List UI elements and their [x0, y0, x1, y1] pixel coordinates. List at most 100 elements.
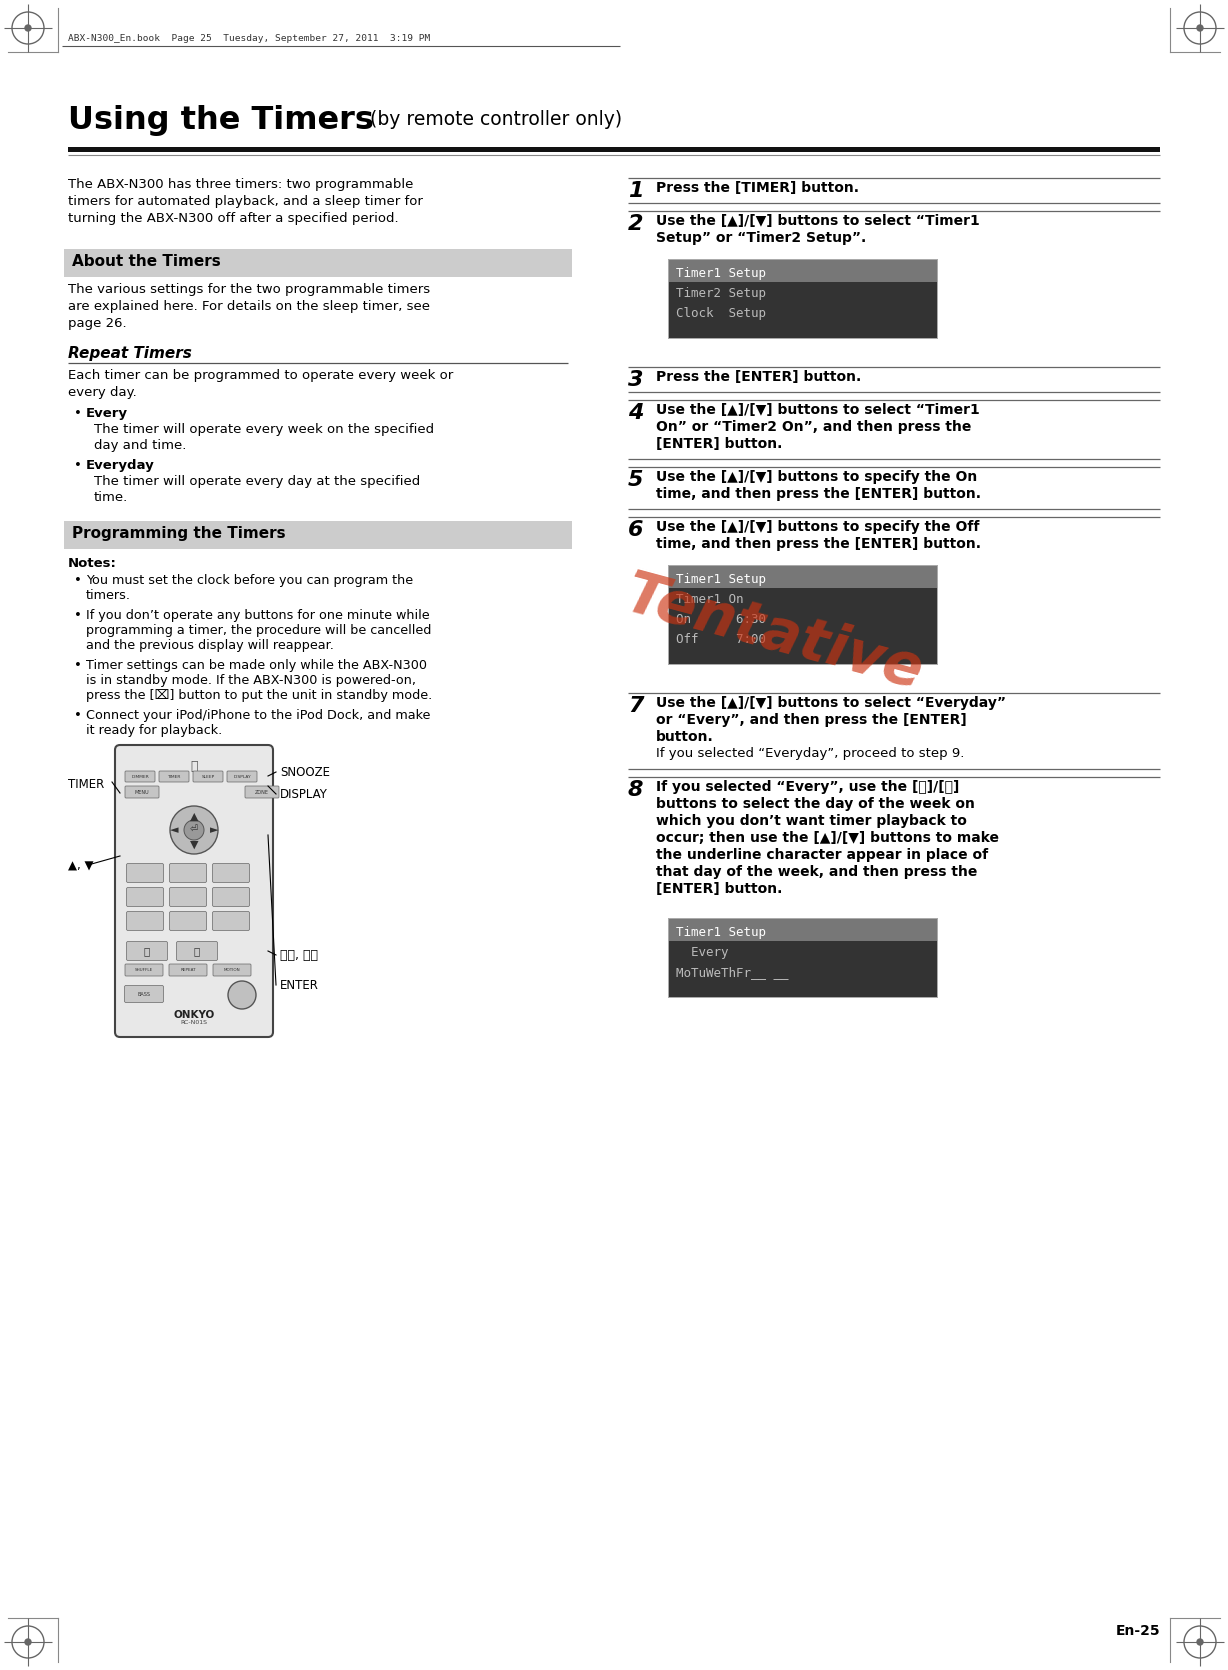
FancyBboxPatch shape	[212, 912, 249, 930]
Bar	[668, 919, 938, 999]
Text: ▼: ▼	[190, 840, 198, 850]
Text: Timer2 Setup: Timer2 Setup	[675, 287, 766, 301]
Text: RC-N01S: RC-N01S	[181, 1020, 208, 1025]
Text: Timer1 Setup: Timer1 Setup	[675, 573, 766, 586]
Text: About the Timers: About the Timers	[72, 254, 221, 269]
Bar	[669, 919, 937, 997]
Text: Press the [TIMER] button.: Press the [TIMER] button.	[656, 180, 860, 195]
Bar	[669, 261, 937, 282]
Text: ONKYO: ONKYO	[173, 1010, 215, 1020]
Text: day and time.: day and time.	[95, 439, 187, 453]
Text: Use the [▲]/[▼] buttons to select “Timer1: Use the [▲]/[▼] buttons to select “Timer…	[656, 214, 980, 229]
FancyBboxPatch shape	[212, 964, 251, 975]
FancyBboxPatch shape	[169, 863, 206, 882]
Text: 4: 4	[628, 402, 643, 423]
Text: which you don’t want timer playback to: which you don’t want timer playback to	[656, 813, 966, 828]
Text: •: •	[74, 660, 82, 671]
FancyBboxPatch shape	[125, 772, 155, 782]
Text: Timer1 Setup: Timer1 Setup	[675, 267, 766, 281]
FancyBboxPatch shape	[169, 964, 208, 975]
Text: Setup” or “Timer2 Setup”.: Setup” or “Timer2 Setup”.	[656, 230, 866, 245]
Text: On” or “Timer2 On”, and then press the: On” or “Timer2 On”, and then press the	[656, 419, 971, 434]
Text: are explained here. For details on the sleep timer, see: are explained here. For details on the s…	[68, 301, 430, 312]
Text: The timer will operate every week on the specified: The timer will operate every week on the…	[95, 423, 435, 436]
Bar	[669, 919, 937, 940]
Text: Use the [▲]/[▼] buttons to specify the On: Use the [▲]/[▼] buttons to specify the O…	[656, 469, 977, 484]
Circle shape	[25, 25, 31, 32]
Bar	[64, 249, 572, 277]
Text: Each timer can be programmed to operate every week or: Each timer can be programmed to operate …	[68, 369, 453, 382]
Text: occur; then use the [▲]/[▼] buttons to make: occur; then use the [▲]/[▼] buttons to m…	[656, 832, 1000, 845]
FancyBboxPatch shape	[124, 985, 163, 1002]
Text: ▲, ▼: ▲, ▼	[68, 860, 93, 873]
Text: time.: time.	[95, 491, 128, 504]
Text: is in standby mode. If the ABX-N300 is powered-on,: is in standby mode. If the ABX-N300 is p…	[86, 675, 416, 686]
Text: Use the [▲]/[▼] buttons to select “Timer1: Use the [▲]/[▼] buttons to select “Timer…	[656, 402, 980, 418]
FancyBboxPatch shape	[227, 772, 257, 782]
FancyBboxPatch shape	[177, 942, 217, 960]
Text: 1: 1	[628, 180, 643, 200]
Circle shape	[25, 1638, 31, 1645]
Text: time, and then press the [ENTER] button.: time, and then press the [ENTER] button.	[656, 488, 981, 501]
Text: [ENTER] button.: [ENTER] button.	[656, 438, 782, 451]
Text: ABX-N300_En.book  Page 25  Tuesday, September 27, 2011  3:19 PM: ABX-N300_En.book Page 25 Tuesday, Septem…	[68, 33, 430, 43]
FancyBboxPatch shape	[212, 887, 249, 907]
Text: every day.: every day.	[68, 386, 136, 399]
Text: You must set the clock before you can program the: You must set the clock before you can pr…	[86, 574, 413, 586]
Text: Tentative: Tentative	[618, 568, 928, 701]
Text: ZONE: ZONE	[255, 790, 269, 795]
Text: Off     7:00: Off 7:00	[675, 633, 766, 646]
Text: If you don’t operate any buttons for one minute while: If you don’t operate any buttons for one…	[86, 610, 430, 621]
Text: REPEAT: REPEAT	[181, 969, 195, 972]
Text: Use the [▲]/[▼] buttons to select “Everyday”: Use the [▲]/[▼] buttons to select “Every…	[656, 696, 1006, 710]
FancyBboxPatch shape	[125, 964, 163, 975]
Text: 8: 8	[628, 780, 643, 800]
Text: 7: 7	[628, 696, 643, 716]
Bar	[669, 261, 937, 337]
Text: TIMER: TIMER	[167, 775, 181, 778]
Text: that day of the week, and then press the: that day of the week, and then press the	[656, 865, 977, 878]
Text: On      6:30: On 6:30	[675, 613, 766, 626]
Circle shape	[1197, 25, 1203, 32]
Text: timers for automated playback, and a sleep timer for: timers for automated playback, and a sle…	[68, 195, 422, 209]
FancyBboxPatch shape	[125, 787, 158, 798]
Bar	[668, 564, 938, 665]
Text: Clock  Setup: Clock Setup	[675, 307, 766, 321]
Text: time, and then press the [ENTER] button.: time, and then press the [ENTER] button.	[656, 538, 981, 551]
Text: DISPLAY: DISPLAY	[233, 775, 251, 778]
FancyBboxPatch shape	[246, 787, 279, 798]
Text: ⏮⏮, ⏭⏭: ⏮⏮, ⏭⏭	[280, 949, 318, 962]
Text: buttons to select the day of the week on: buttons to select the day of the week on	[656, 797, 975, 812]
Text: DISPLAY: DISPLAY	[280, 788, 328, 802]
Text: 2: 2	[628, 214, 643, 234]
FancyBboxPatch shape	[126, 912, 163, 930]
Text: ⏮: ⏮	[144, 945, 150, 955]
Text: 6: 6	[628, 519, 643, 539]
FancyBboxPatch shape	[115, 745, 273, 1037]
Text: Every: Every	[86, 407, 128, 419]
Text: ▲: ▲	[190, 812, 198, 822]
Text: Every: Every	[675, 945, 728, 959]
Text: Timer1 On: Timer1 On	[675, 593, 743, 606]
Text: [ENTER] button.: [ENTER] button.	[656, 882, 782, 897]
Text: ENTER: ENTER	[280, 979, 319, 992]
Circle shape	[184, 820, 204, 840]
Text: •: •	[74, 407, 82, 419]
FancyBboxPatch shape	[126, 863, 163, 882]
FancyBboxPatch shape	[212, 863, 249, 882]
Bar	[64, 521, 572, 549]
Text: ►: ►	[210, 825, 219, 835]
Bar	[669, 566, 937, 588]
Circle shape	[169, 807, 219, 853]
Text: button.: button.	[656, 730, 713, 745]
Text: SLEEP: SLEEP	[201, 775, 215, 778]
FancyBboxPatch shape	[169, 887, 206, 907]
Text: Repeat Timers: Repeat Timers	[68, 346, 192, 361]
Text: and the previous display will reappear.: and the previous display will reappear.	[86, 640, 334, 651]
Text: press the [⌧] button to put the unit in standby mode.: press the [⌧] button to put the unit in …	[86, 690, 432, 701]
Text: •: •	[74, 574, 82, 586]
Text: (by remote controller only): (by remote controller only)	[370, 110, 623, 129]
Text: programming a timer, the procedure will be cancelled: programming a timer, the procedure will …	[86, 625, 431, 636]
FancyBboxPatch shape	[169, 912, 206, 930]
Text: •: •	[74, 459, 82, 473]
